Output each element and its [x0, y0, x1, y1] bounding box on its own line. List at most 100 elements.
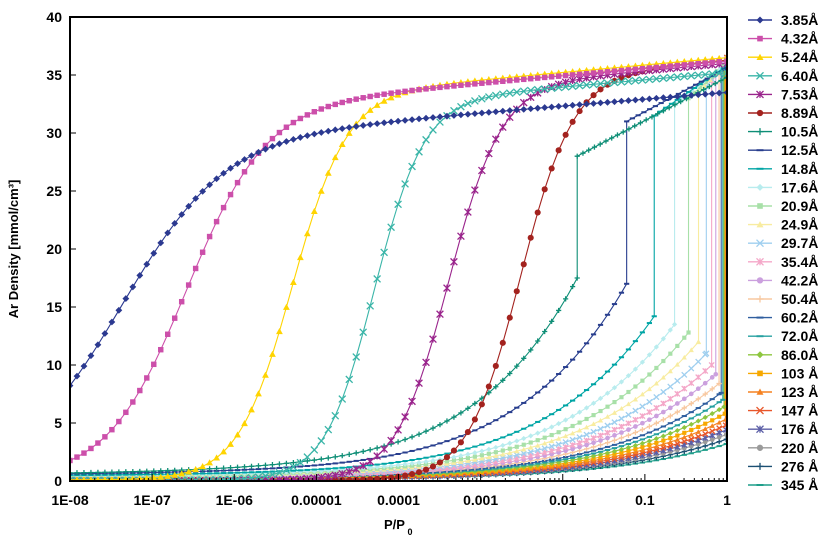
data-point [324, 425, 333, 434]
data-point [283, 124, 290, 130]
data-point [402, 461, 408, 467]
data-point [227, 191, 234, 198]
data-point [604, 414, 611, 419]
legend-item: 103 Å [748, 365, 818, 381]
data-point [345, 375, 354, 384]
data-point [451, 454, 457, 460]
data-point [639, 440, 646, 446]
data-point [702, 414, 708, 420]
data-point [443, 112, 451, 120]
data-point [549, 438, 555, 444]
data-point [756, 109, 764, 117]
data-point [528, 75, 534, 82]
data-point [582, 81, 591, 89]
data-point [486, 467, 492, 473]
data-point [457, 111, 465, 119]
data-point [95, 469, 101, 475]
data-point [388, 463, 394, 469]
data-point [618, 74, 625, 81]
data-point [290, 459, 296, 466]
data-point [590, 453, 597, 459]
data-point [507, 370, 513, 377]
data-point [479, 80, 485, 86]
data-point [282, 475, 291, 481]
data-point [289, 475, 298, 481]
data-point [151, 361, 157, 368]
data-point [612, 433, 617, 438]
data-point [158, 468, 164, 474]
data-point [521, 442, 526, 447]
data-point [757, 370, 763, 377]
data-point [674, 401, 680, 406]
data-point [367, 476, 374, 481]
data-point [380, 248, 388, 257]
data-point [465, 451, 471, 457]
data-point [220, 465, 227, 471]
data-point [619, 450, 624, 455]
data-point [631, 76, 640, 85]
data-point [632, 442, 639, 449]
legend-item: 17.6Å [748, 179, 818, 195]
data-point [660, 64, 667, 70]
data-point [206, 233, 213, 240]
data-point [526, 86, 535, 95]
data-point [605, 404, 610, 409]
data-point [387, 94, 395, 101]
data-point [80, 362, 88, 370]
y-axis-label: Ar Density [mmol/cm³] [6, 180, 21, 319]
data-point [639, 412, 646, 420]
data-point [590, 92, 597, 99]
data-point [756, 277, 764, 284]
data-point [604, 429, 611, 436]
data-point [597, 86, 604, 93]
data-point [674, 427, 680, 434]
data-point [653, 404, 660, 411]
data-point [164, 229, 172, 237]
data-point [73, 372, 81, 380]
data-point [472, 81, 478, 87]
data-point [548, 74, 555, 80]
y-tick-label: 20 [46, 241, 62, 257]
data-point [373, 452, 382, 460]
data-point [507, 465, 513, 472]
data-point [639, 426, 646, 433]
data-point [491, 91, 500, 100]
data-point [603, 138, 609, 144]
legend-item: 7.53Å [748, 86, 818, 102]
data-point [667, 430, 673, 437]
data-point [359, 122, 367, 129]
data-point [261, 472, 270, 480]
data-point [632, 416, 639, 423]
data-point [353, 450, 359, 456]
data-point [646, 445, 652, 451]
data-point [653, 420, 659, 426]
data-point [310, 446, 319, 454]
data-point [597, 417, 604, 423]
data-point [687, 71, 696, 80]
data-point [674, 361, 680, 367]
data-point [717, 414, 722, 419]
data-point [527, 448, 534, 456]
data-point [660, 400, 667, 407]
data-point [709, 386, 715, 392]
data-point [667, 439, 673, 445]
legend-item: 60.2Å [748, 310, 818, 326]
data-point [116, 475, 122, 481]
data-point [586, 147, 592, 153]
data-point [708, 361, 715, 369]
data-point [457, 439, 464, 446]
data-point [681, 371, 688, 378]
data-point [646, 352, 652, 358]
data-point [574, 153, 580, 159]
data-point [686, 330, 691, 335]
data-point [436, 310, 444, 319]
legend-label: 72.0Å [781, 328, 818, 344]
data-point [756, 462, 764, 470]
data-point [422, 114, 430, 122]
data-point [715, 89, 723, 97]
data-point [695, 358, 702, 365]
data-point [206, 459, 214, 466]
data-point [660, 417, 666, 423]
data-point [695, 441, 701, 447]
data-point [583, 100, 590, 108]
